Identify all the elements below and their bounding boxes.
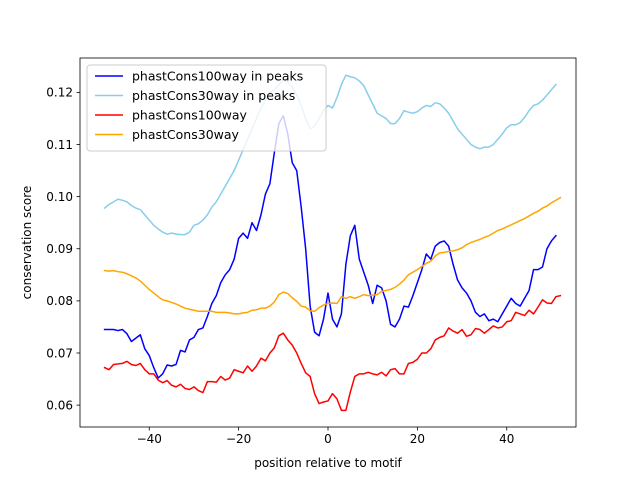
x-tick-label: −20 xyxy=(226,432,251,446)
x-axis-label: position relative to motif xyxy=(254,456,402,470)
series-layer xyxy=(103,74,562,412)
legend: phastCons100way in peaks phastCons30way i… xyxy=(86,64,327,152)
series-line-3 xyxy=(103,294,562,412)
y-tick-label: 0.06 xyxy=(46,398,73,412)
legend-frame xyxy=(86,64,327,152)
x-tick-label: 20 xyxy=(410,432,425,446)
y-axis-label: conservation score xyxy=(20,186,34,300)
y-tick-label: 0.12 xyxy=(46,86,73,100)
series-line-2 xyxy=(103,74,557,236)
series-line-4 xyxy=(103,196,562,315)
legend-entry-label: phastCons100way in peaks xyxy=(132,69,303,84)
y-tick-label: 0.07 xyxy=(46,346,73,360)
series-line-1 xyxy=(103,115,557,379)
y-tick-label: 0.08 xyxy=(46,294,73,308)
y-tick-label: 0.11 xyxy=(46,138,73,152)
x-tick-label: 0 xyxy=(324,432,332,446)
legend-entry-label: phastCons30way in peaks xyxy=(132,88,295,103)
y-tick-label: 0.10 xyxy=(46,190,73,204)
y-axis-ticks: 0.06 0.07 0.08 0.09 0.10 0.11 0.12 xyxy=(46,86,80,412)
x-axis-ticks: −40 −20 0 20 40 xyxy=(137,427,514,446)
legend-entry-label: phastCons100way xyxy=(132,108,247,123)
x-tick-label: −40 xyxy=(137,432,162,446)
x-tick-label: 40 xyxy=(499,432,514,446)
legend-entry-label: phastCons30way xyxy=(132,127,240,142)
y-tick-label: 0.09 xyxy=(46,242,73,256)
